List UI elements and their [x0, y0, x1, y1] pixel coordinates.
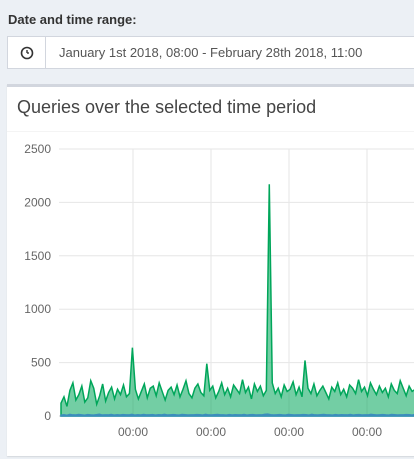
blocked-queries-series	[60, 413, 414, 417]
date-time-range-label: Date and time range:	[8, 12, 137, 27]
y-tick-label: 0	[44, 409, 51, 423]
y-tick-label: 2000	[24, 195, 51, 209]
x-tick-label: 00:00	[196, 425, 226, 439]
box-header-divider	[7, 131, 414, 132]
date-time-range-picker[interactable]	[7, 36, 414, 69]
y-tick-label: 1500	[24, 249, 51, 263]
x-tick-label: 00:00	[118, 425, 148, 439]
y-tick-label: 1000	[24, 302, 51, 316]
y-tick-label: 500	[31, 356, 51, 370]
queries-chart-title: Queries over the selected time period	[17, 97, 317, 117]
x-tick-label: 00:00	[352, 425, 382, 439]
date-time-range-input[interactable]	[46, 37, 414, 68]
x-tick-label: 00:00	[274, 425, 304, 439]
clock-icon	[8, 37, 46, 68]
permitted-queries-series	[60, 184, 414, 417]
queries-chart[interactable]: 0 500 1000 1500 2000 2500 00:00 00:00 00:00 00:00	[7, 87, 414, 459]
queries-chart-box: Queries over the selected time period 0 5…	[7, 84, 414, 456]
y-tick-label: 2500	[24, 142, 51, 156]
